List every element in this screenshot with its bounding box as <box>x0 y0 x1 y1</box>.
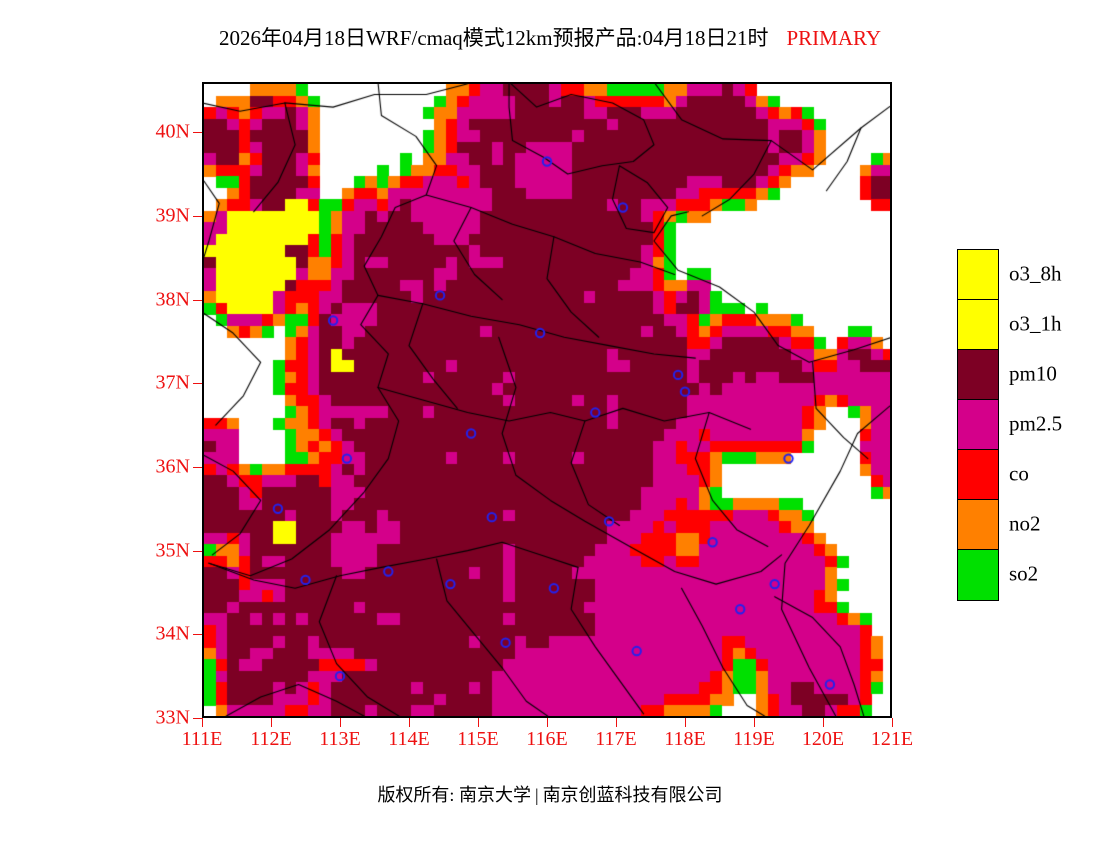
legend-label-co: co <box>1009 461 1029 486</box>
x-axis-tick <box>409 718 410 727</box>
y-axis-label: 34N <box>155 622 190 645</box>
y-axis-tick <box>193 299 202 301</box>
x-axis-label: 120E <box>801 728 845 750</box>
y-axis-tick <box>193 383 202 385</box>
page-title: 2026年04月18日WRF/cmaq模式12km预报产品:04月18日21时 P… <box>0 22 1100 52</box>
footer-separator: | <box>534 785 539 805</box>
forecast-map[interactable] <box>202 82 892 718</box>
legend-swatch-pm10[interactable] <box>958 350 998 400</box>
x-axis-tick <box>754 718 755 727</box>
y-axis-tick <box>193 718 202 719</box>
x-axis-label: 111E <box>181 728 223 750</box>
x-axis-tick <box>271 718 272 727</box>
legend-label-pm2-5: pm2.5 <box>1009 411 1063 436</box>
x-axis-tick <box>685 718 686 727</box>
footer-owner: 版权所有: 南京大学 <box>377 785 531 805</box>
x-axis-tick <box>823 718 824 727</box>
footer-company: 南京创蓝科技有限公司 <box>542 785 723 805</box>
legend-label-no2: no2 <box>1009 511 1041 536</box>
x-axis-label: 117E <box>595 728 637 750</box>
title-main: 2026年04月18日WRF/cmaq模式12km预报产品:04月18日21时 <box>218 26 769 50</box>
legend-swatch-column <box>957 249 999 601</box>
x-axis-label: 115E <box>457 728 499 750</box>
legend-swatch-o3-1h[interactable] <box>958 300 998 350</box>
x-axis-label: 118E <box>664 728 706 750</box>
y-axis-tick <box>193 634 202 636</box>
legend-label-o3-1h: o3_1h <box>1009 311 1062 336</box>
legend-swatch-no2[interactable] <box>958 500 998 550</box>
y-axis-label: 37N <box>155 371 190 394</box>
y-axis-tick <box>193 550 202 552</box>
x-axis-tick <box>202 718 203 727</box>
x-axis-label: 121E <box>870 728 914 750</box>
legend-label-pm10: pm10 <box>1009 361 1057 386</box>
x-axis-tick <box>547 718 548 727</box>
legend-swatch-o3-8h[interactable] <box>958 250 998 300</box>
legend-swatch-so2[interactable] <box>958 550 998 600</box>
y-axis-label: 36N <box>155 455 190 478</box>
x-axis-tick <box>892 718 893 727</box>
y-axis-label: 38N <box>155 288 190 311</box>
copyright-footer: 版权所有: 南京大学 | 南京创蓝科技有限公司 <box>0 781 1100 807</box>
legend-swatch-pm2-5[interactable] <box>958 400 998 450</box>
x-axis-tick <box>616 718 617 727</box>
legend-label-so2: so2 <box>1009 561 1039 586</box>
y-axis-tick <box>193 132 202 134</box>
y-axis-label: 33N <box>155 706 190 729</box>
x-axis-tick <box>478 718 479 727</box>
legend-swatch-co[interactable] <box>958 450 998 500</box>
x-axis-label: 113E <box>319 728 361 750</box>
y-axis-label: 40N <box>155 120 190 143</box>
y-axis-label: 35N <box>155 539 190 562</box>
x-axis-label: 112E <box>250 728 292 750</box>
map-boundary-layer <box>204 84 890 716</box>
y-axis-tick <box>193 466 202 468</box>
x-axis-label: 114E <box>388 728 430 750</box>
y-axis-tick <box>193 215 202 217</box>
x-axis-label: 119E <box>733 728 775 750</box>
legend-label-o3-8h: o3_8h <box>1009 261 1062 286</box>
x-axis-tick <box>340 718 341 727</box>
x-axis-label: 116E <box>526 728 568 750</box>
y-axis-label: 39N <box>155 204 190 227</box>
legend-label-column: o3_8h o3_1h pm10 pm2.5 co no2 so2 <box>1009 249 1100 601</box>
title-primary-tag: PRIMARY <box>786 26 882 50</box>
